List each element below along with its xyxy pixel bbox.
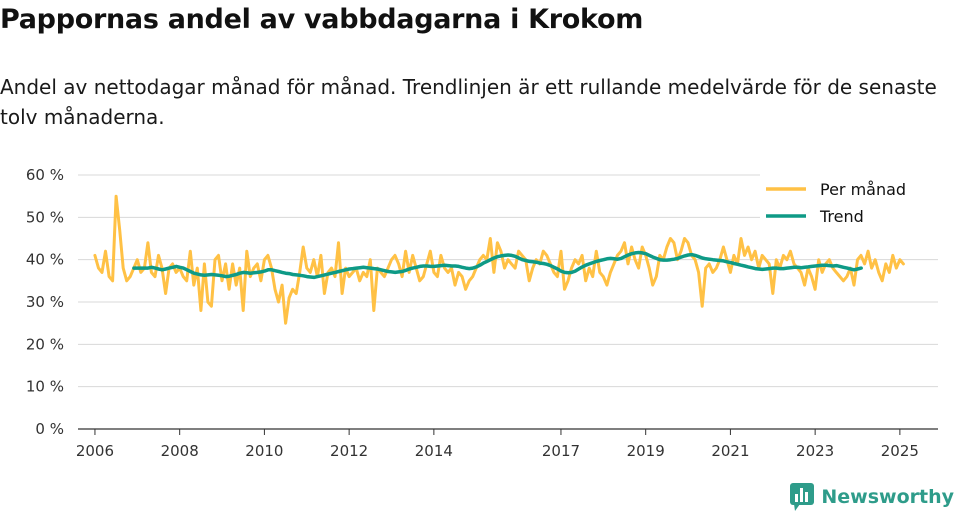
legend-label-per-manad: Per månad: [820, 180, 906, 199]
x-tick-label: 2010: [245, 442, 283, 460]
y-tick-label: 40 %: [26, 251, 64, 269]
x-tick-label: 2008: [161, 442, 199, 460]
x-tick-label: 2019: [627, 442, 665, 460]
series-line-trend: [132, 250, 863, 280]
series-line-per-manad: [93, 194, 905, 325]
x-tick-label: 2021: [711, 442, 749, 460]
x-tick-label: 2023: [796, 442, 834, 460]
y-axis-ticks: 0 % 10 % 20 % 30 % 40 % 50 % 60 %: [26, 166, 64, 438]
legend-background: [760, 170, 938, 236]
newsworthy-logo-text: Newsworthy: [821, 486, 954, 508]
x-axis-ticks: 2006 2008 2010 2012 2014 2017 2019 2021 2023 2025: [76, 429, 919, 460]
newsworthy-logo-icon: [790, 483, 815, 511]
y-tick-label: 20 %: [26, 335, 64, 353]
y-tick-label: 0 %: [35, 420, 64, 438]
legend: Per månad Trend: [760, 170, 938, 236]
chart-subtitle: Andel av nettodagar månad för månad. Tre…: [0, 75, 937, 129]
y-tick-label: 60 %: [26, 166, 64, 184]
y-tick-label: 10 %: [26, 378, 64, 396]
x-tick-label: 2017: [542, 442, 580, 460]
x-tick-label: 2006: [76, 442, 114, 460]
chart-title: Pappornas andel av vabbdagarna i Krokom: [0, 4, 644, 35]
x-tick-label: 2025: [881, 442, 919, 460]
x-tick-label: 2012: [330, 442, 368, 460]
x-tick-label: 2014: [415, 442, 453, 460]
newsworthy-logo: Newsworthy: [789, 482, 954, 512]
legend-label-trend: Trend: [819, 207, 864, 226]
y-tick-label: 50 %: [26, 208, 64, 226]
y-tick-label: 30 %: [26, 293, 64, 311]
